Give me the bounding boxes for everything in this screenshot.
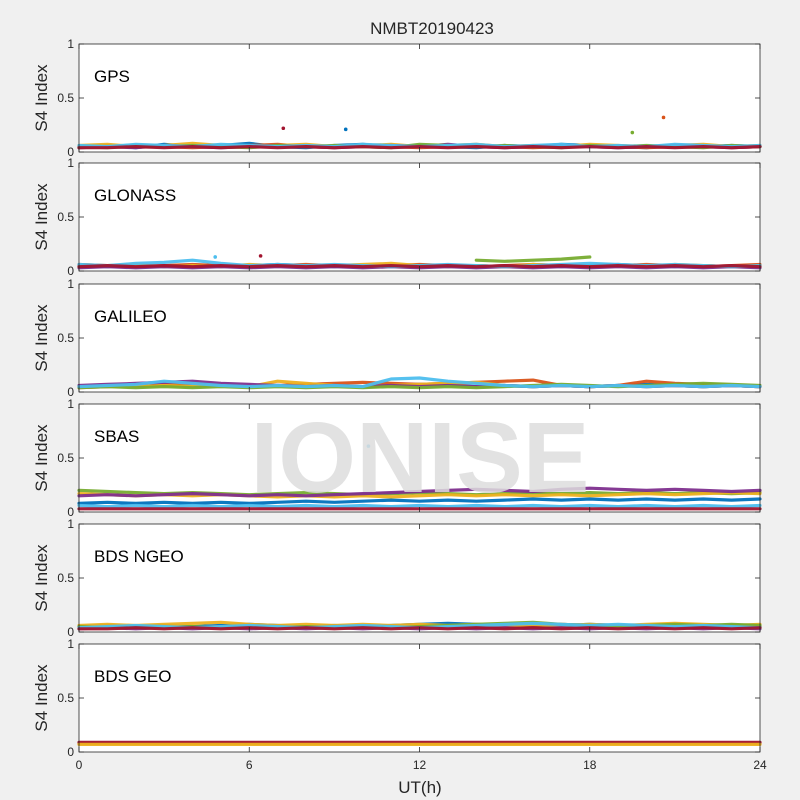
series-line-3-4 xyxy=(77,503,762,509)
outlier-point-0-2 xyxy=(661,115,666,120)
series-line-2-5 xyxy=(77,376,762,389)
series-line-3-3 xyxy=(77,497,762,505)
y-tick-label: 0.5 xyxy=(57,691,74,705)
panel-1: 0 0.5 1 GLONASS S4 Index xyxy=(32,156,762,278)
y-tick-label: 1 xyxy=(67,637,74,651)
series-line-3-1 xyxy=(77,491,762,499)
outlier-point-0-3 xyxy=(630,130,635,135)
x-tick-label: 24 xyxy=(753,758,767,772)
panel-name-label: BDS NGEO xyxy=(94,547,184,566)
y-tick-label: 1 xyxy=(67,517,74,531)
panel-name-label: GLONASS xyxy=(94,186,176,205)
outlier-point-3-0 xyxy=(366,444,371,448)
x-tick-label: 0 xyxy=(76,758,83,772)
y-tick-label: 0 xyxy=(67,264,74,278)
y-tick-label: 0.5 xyxy=(57,91,74,105)
y-tick-label: 0.5 xyxy=(57,571,74,585)
y-tick-label: 1 xyxy=(67,156,74,170)
y-axis-label: S4 Index xyxy=(32,183,51,251)
panels-group: 0 0.5 1 GPS S4 Index 0 0.5 1 GLONASS S4 Index 0 0.5… xyxy=(32,37,767,772)
outlier-point-1-0 xyxy=(258,254,263,258)
panel-plot-area xyxy=(79,524,760,632)
y-axis-label: S4 Index xyxy=(32,544,51,612)
panel-plot-area xyxy=(79,284,760,392)
panel-name-label: GPS xyxy=(94,67,130,86)
y-tick-label: 1 xyxy=(67,397,74,411)
y-axis-label: S4 Index xyxy=(32,664,51,732)
y-tick-label: 0 xyxy=(67,505,74,519)
series-line-3-2 xyxy=(77,486,762,498)
panel-name-label: SBAS xyxy=(94,427,139,446)
y-tick-label: 0 xyxy=(67,145,74,159)
x-tick-label: 12 xyxy=(413,758,427,772)
x-tick-label: 18 xyxy=(583,758,597,772)
y-tick-label: 0 xyxy=(67,385,74,399)
panel-plot-area xyxy=(79,644,760,752)
series-line-1-4 xyxy=(474,255,592,263)
x-tick-label: 6 xyxy=(246,758,253,772)
figure-title: NMBT20190423 xyxy=(370,19,494,38)
series-line-0-6 xyxy=(77,145,762,150)
x-axis-label: UT(h) xyxy=(398,778,441,797)
y-tick-label: 1 xyxy=(67,37,74,51)
watermark-text: IONISE xyxy=(251,402,590,514)
panel-2: 0 0.5 1 GALILEO S4 Index xyxy=(32,277,762,399)
y-tick-label: 0 xyxy=(67,745,74,759)
panel-plot-area xyxy=(79,163,760,271)
panel-4: 0 0.5 1 BDS NGEO S4 Index xyxy=(32,517,762,639)
y-axis-label: S4 Index xyxy=(32,64,51,132)
outlier-point-0-0 xyxy=(281,126,286,131)
panel-3: 0 0.5 1 SBAS S4 Index xyxy=(32,397,762,519)
y-tick-label: 0.5 xyxy=(57,210,74,224)
panel-5: 0 0.5 1 BDS GEO S4 Index xyxy=(32,637,762,759)
panel-plot-area xyxy=(79,44,760,152)
y-tick-label: 0.5 xyxy=(57,331,74,345)
y-axis-label: S4 Index xyxy=(32,424,51,492)
panel-0: 0 0.5 1 GPS S4 Index xyxy=(32,37,762,159)
outlier-point-0-1 xyxy=(343,127,348,132)
y-tick-label: 0 xyxy=(67,625,74,639)
y-tick-label: 1 xyxy=(67,277,74,291)
y-axis-label: S4 Index xyxy=(32,304,51,372)
panel-name-label: GALILEO xyxy=(94,307,167,326)
panel-name-label: BDS GEO xyxy=(94,667,171,686)
outlier-point-1-1 xyxy=(213,255,217,259)
y-tick-label: 0.5 xyxy=(57,451,74,465)
